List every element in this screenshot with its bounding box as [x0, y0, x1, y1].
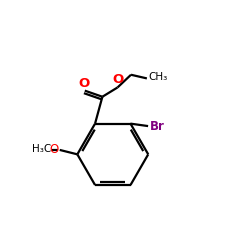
- Text: Br: Br: [150, 120, 165, 132]
- Text: O: O: [50, 143, 59, 156]
- Text: O: O: [79, 77, 90, 90]
- Text: CH₃: CH₃: [149, 72, 168, 82]
- Text: H₃C: H₃C: [32, 144, 51, 154]
- Text: O: O: [113, 74, 124, 86]
